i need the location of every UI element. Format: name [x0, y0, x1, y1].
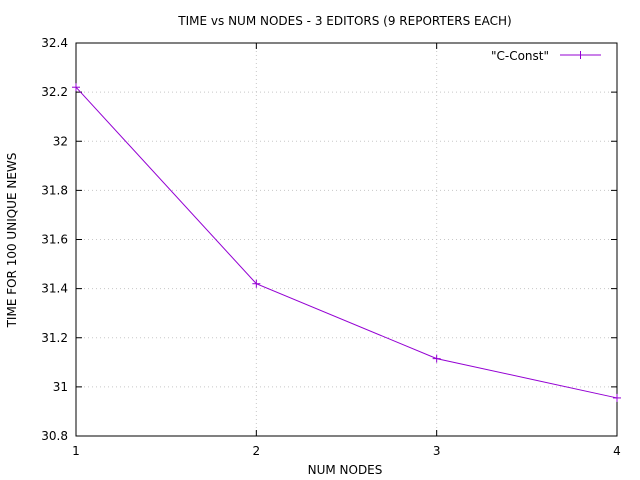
- y-tick-label: 31.2: [41, 331, 68, 345]
- y-axis-ticks: 30.8 31 31.2 31.4 31.6 31.8 32 32.2 32.4: [41, 36, 617, 443]
- y-tick-label: 32.4: [41, 36, 68, 50]
- x-tick-label: 4: [613, 444, 621, 458]
- chart-title: TIME vs NUM NODES - 3 EDITORS (9 REPORTE…: [177, 14, 511, 28]
- data-point: [432, 354, 441, 363]
- x-tick-label: 2: [253, 444, 261, 458]
- legend-label: "C-Const": [491, 49, 549, 63]
- data-point: [613, 393, 621, 402]
- legend: "C-Const": [491, 49, 601, 63]
- y-tick-label: 32: [53, 134, 68, 148]
- x-tick-label: 1: [72, 444, 80, 458]
- plot-border: [75, 42, 618, 437]
- x-axis-ticks: 1 2 3 4: [72, 43, 621, 458]
- data-point: [72, 83, 80, 92]
- x-tick-label: 3: [433, 444, 441, 458]
- y-axis-label: TIME FOR 100 UNIQUE NEWS: [5, 153, 19, 329]
- y-tick-label: 31: [53, 380, 68, 394]
- legend-marker: [576, 51, 585, 59]
- y-tick-label: 31.4: [41, 282, 68, 296]
- y-tick-label: 32.2: [41, 85, 68, 99]
- y-tick-label: 31.6: [41, 233, 68, 247]
- y-tick-label: 30.8: [41, 429, 68, 443]
- series-line: [75, 86, 618, 399]
- y-tick-label: 31.8: [41, 183, 68, 197]
- grid-lines: [76, 43, 617, 436]
- data-point: [252, 279, 261, 288]
- legend-marker-plus: [576, 51, 585, 59]
- x-axis-label: NUM NODES: [308, 463, 383, 477]
- series-layer: [72, 83, 621, 402]
